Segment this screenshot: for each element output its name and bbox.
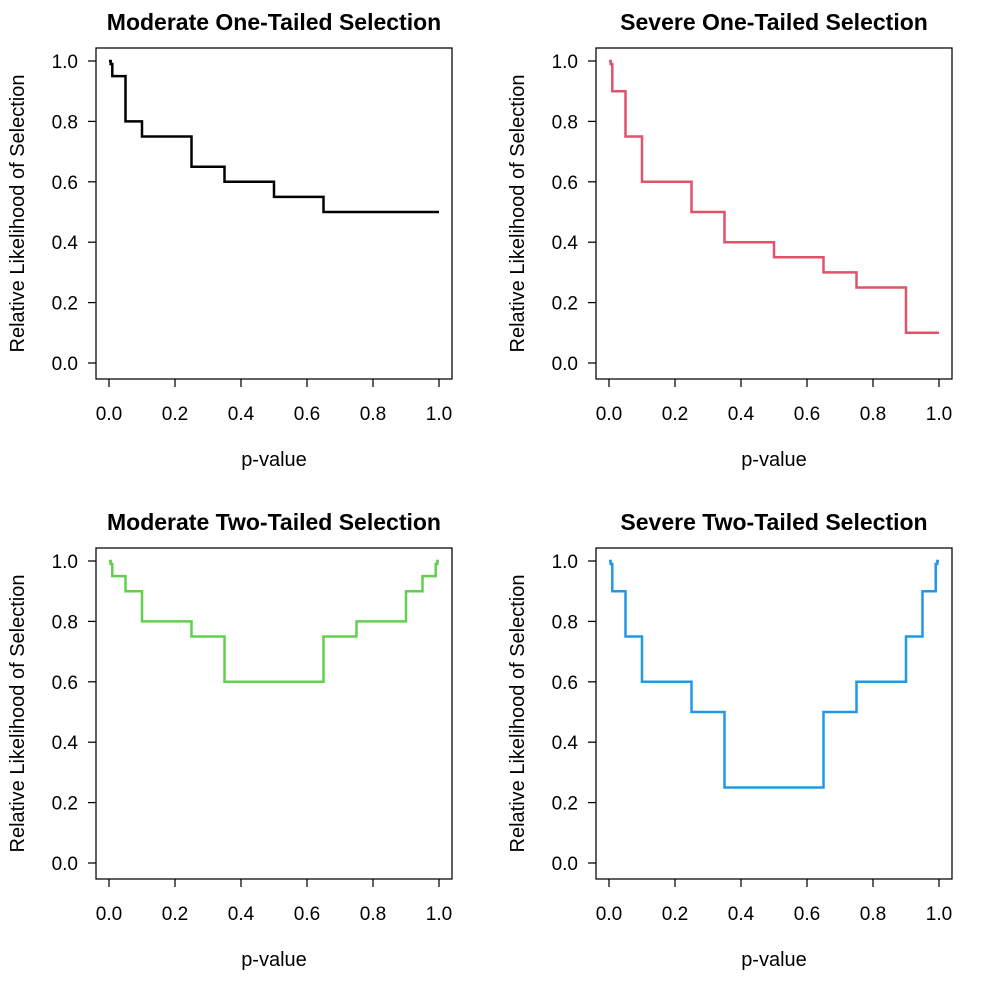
x-axis-label: p-value: [241, 449, 307, 471]
y-tick-label: 0.4: [552, 233, 579, 254]
y-tick-label: 0.0: [52, 854, 78, 875]
step-chart-severe-one-tailed: 0.0 0.2 0.4 0.6 0.8 1.0 0.0 0.2 0.4 0.6 0.8 1.0 Seve…: [507, 9, 953, 471]
y-tick-label: 0.4: [52, 733, 79, 754]
x-axis-label: p-value: [741, 949, 807, 971]
x-tick-label: 0.0: [596, 404, 622, 425]
y-tick-label: 0.6: [52, 173, 78, 194]
panel-moderate-one-tailed: 0.0 0.2 0.4 0.6 0.8 1.0 0.0 0.2 0.4 0.6 0.8 1.0 Mode…: [0, 0, 500, 500]
x-tick-label: 0.2: [162, 904, 188, 925]
x-tick-label: 0.6: [794, 904, 820, 925]
panel-severe-one-tailed: 0.0 0.2 0.4 0.6 0.8 1.0 0.0 0.2 0.4 0.6 0.8 1.0 Seve…: [500, 0, 1000, 500]
y-tick-label: 1.0: [552, 52, 578, 73]
plot-box: [595, 547, 953, 880]
step-chart-moderate-two-tailed: 0.0 0.2 0.4 0.6 0.8 1.0 0.0 0.2 0.4 0.6 0.8 1.0 Mode…: [7, 509, 453, 971]
x-tick-label: 1.0: [926, 904, 952, 925]
step-line: [109, 559, 439, 684]
x-tick-label: 0.0: [96, 904, 122, 925]
y-tick-label: 0.0: [52, 354, 78, 375]
y-tick-label: 1.0: [52, 552, 78, 573]
y-tick-label: 0.6: [52, 673, 78, 694]
chart-title: Moderate One-Tailed Selection: [107, 9, 441, 35]
y-axis-label: Relative Likelihood of Selection: [7, 75, 29, 353]
x-tick-label: 0.8: [360, 404, 386, 425]
y-tick-label: 0.4: [552, 733, 579, 754]
chart-title: Moderate Two-Tailed Selection: [107, 509, 441, 535]
y-tick-label: 0.4: [52, 233, 79, 254]
x-tick-label: 1.0: [926, 404, 952, 425]
step-line: [609, 559, 939, 789]
chart-title: Severe Two-Tailed Selection: [620, 509, 927, 535]
x-axis-label: p-value: [741, 449, 807, 471]
x-tick-label: 1.0: [426, 404, 452, 425]
y-tick-label: 0.2: [552, 294, 578, 315]
y-tick-label: 0.2: [552, 794, 578, 815]
panel-moderate-two-tailed: 0.0 0.2 0.4 0.6 0.8 1.0 0.0 0.2 0.4 0.6 0.8 1.0 Mode…: [0, 500, 500, 1000]
x-tick-label: 0.6: [294, 404, 320, 425]
plot-box: [595, 47, 953, 380]
x-tick-label: 0.2: [162, 404, 188, 425]
y-tick-label: 0.0: [552, 354, 578, 375]
plot-box: [95, 547, 453, 880]
step-line: [609, 59, 939, 335]
panel-severe-two-tailed: 0.0 0.2 0.4 0.6 0.8 1.0 0.0 0.2 0.4 0.6 0.8 1.0 Seve…: [500, 500, 1000, 1000]
y-tick-label: 1.0: [52, 52, 78, 73]
y-tick-label: 0.0: [552, 854, 578, 875]
step-line: [109, 59, 439, 214]
x-tick-label: 0.2: [662, 404, 688, 425]
plot-box: [95, 47, 453, 380]
y-tick-label: 0.8: [552, 112, 578, 133]
step-chart-severe-two-tailed: 0.0 0.2 0.4 0.6 0.8 1.0 0.0 0.2 0.4 0.6 0.8 1.0 Seve…: [507, 509, 953, 971]
y-tick-label: 0.6: [552, 673, 578, 694]
x-tick-label: 0.4: [228, 904, 255, 925]
x-tick-label: 0.8: [860, 404, 886, 425]
y-axis-label: Relative Likelihood of Selection: [507, 75, 529, 353]
x-tick-label: 0.6: [794, 404, 820, 425]
x-tick-label: 0.4: [728, 904, 755, 925]
x-tick-label: 0.6: [294, 904, 320, 925]
x-tick-label: 1.0: [426, 904, 452, 925]
x-tick-label: 0.0: [596, 904, 622, 925]
step-chart-moderate-one-tailed: 0.0 0.2 0.4 0.6 0.8 1.0 0.0 0.2 0.4 0.6 0.8 1.0 Mode…: [7, 9, 453, 471]
y-tick-label: 0.8: [52, 112, 78, 133]
y-tick-label: 1.0: [552, 552, 578, 573]
y-tick-label: 0.2: [52, 794, 78, 815]
y-tick-label: 0.6: [552, 173, 578, 194]
y-tick-label: 0.8: [552, 612, 578, 633]
y-tick-label: 0.2: [52, 294, 78, 315]
x-tick-label: 0.4: [228, 404, 255, 425]
y-axis-label: Relative Likelihood of Selection: [507, 575, 529, 853]
y-axis-label: Relative Likelihood of Selection: [7, 575, 29, 853]
y-tick-label: 0.8: [52, 612, 78, 633]
x-tick-label: 0.4: [728, 404, 755, 425]
x-tick-label: 0.8: [860, 904, 886, 925]
x-axis-label: p-value: [241, 949, 307, 971]
x-tick-label: 0.0: [96, 404, 122, 425]
chart-title: Severe One-Tailed Selection: [620, 9, 928, 35]
x-tick-label: 0.2: [662, 904, 688, 925]
x-tick-label: 0.8: [360, 904, 386, 925]
